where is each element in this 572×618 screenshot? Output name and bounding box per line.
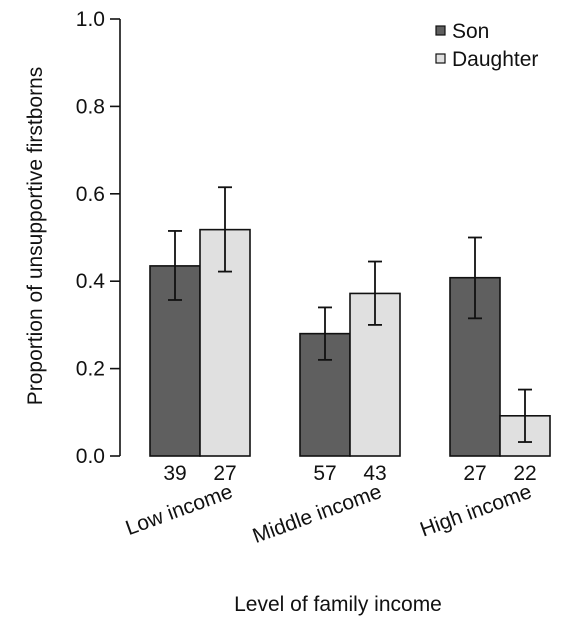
category-label: Low income [123, 480, 236, 540]
sample-count-label: 43 [363, 462, 386, 485]
y-axis: 0.0 0.2 0.4 0.6 0.8 1.0 [76, 8, 121, 468]
sample-count-label: 39 [163, 462, 186, 485]
y-axis-title: Proportion of unsupportive firstborns [24, 67, 47, 406]
legend-label: Son [452, 20, 489, 43]
sample-count-label: 27 [213, 462, 236, 485]
sample-count-label: 27 [463, 462, 486, 485]
y-tick-label: 0.0 [76, 445, 105, 468]
error-bars [168, 186, 532, 443]
y-tick-label: 1.0 [76, 8, 105, 31]
y-tick-label: 0.6 [76, 183, 105, 206]
sample-count-label: 57 [313, 462, 336, 485]
legend-swatch-daughter [435, 53, 446, 64]
y-tick-label: 0.8 [76, 95, 105, 118]
legend-swatch-son [435, 25, 446, 36]
y-tick-label: 0.4 [76, 270, 106, 293]
bars [149, 228, 551, 457]
y-tick-label: 0.2 [76, 358, 105, 381]
category-label: Middle income [250, 480, 385, 548]
sample-counts: 39 27 57 43 27 22 [163, 462, 536, 485]
legend: Son Daughter [435, 20, 538, 71]
sample-count-label: 22 [513, 462, 536, 485]
legend-label: Daughter [452, 48, 538, 71]
x-axis-title: Level of family income [234, 593, 442, 616]
category-label: High income [417, 480, 535, 542]
category-labels: Low income Middle income High income [123, 480, 535, 548]
